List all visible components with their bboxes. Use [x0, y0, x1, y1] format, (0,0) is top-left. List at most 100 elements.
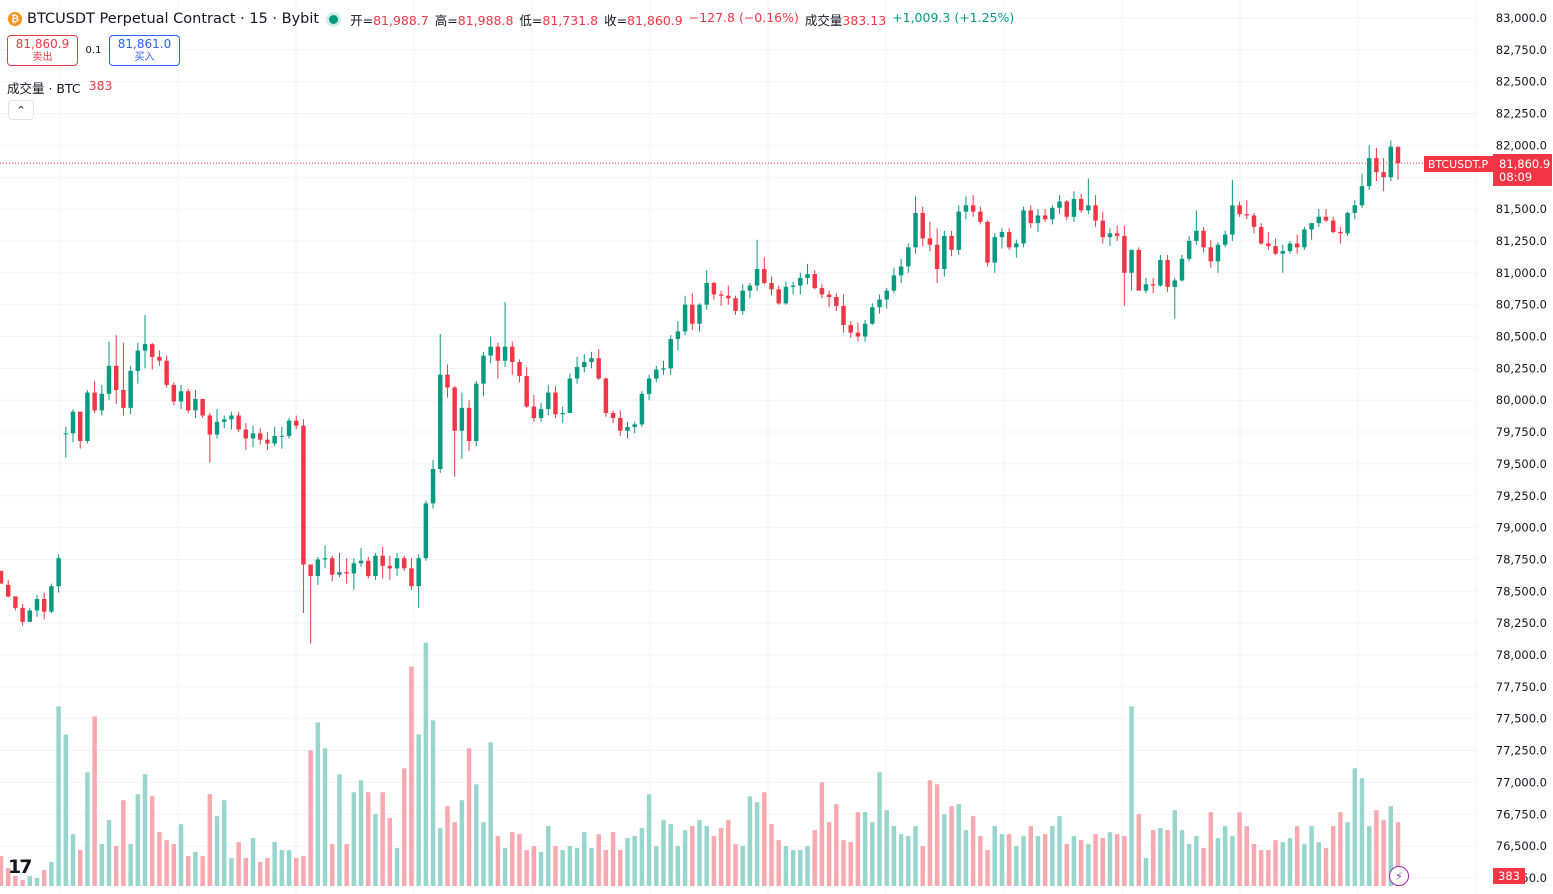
candle-body — [654, 369, 659, 379]
candle-body — [841, 305, 846, 326]
volume-bar — [1208, 812, 1214, 886]
volume-bar — [1374, 810, 1379, 886]
candle-body — [236, 415, 241, 430]
candle-body — [1078, 198, 1084, 211]
volume-bar — [870, 822, 875, 886]
candle-body — [1280, 251, 1286, 254]
candle-body — [819, 288, 825, 295]
price-axis[interactable]: 83,000.0 82,750.0 82,500.0 82,250.0 82,000.0… — [1477, 0, 1553, 894]
candle-body — [1222, 234, 1228, 245]
volume-bar — [1345, 822, 1350, 886]
candle-body — [632, 424, 637, 427]
volume-bar — [1129, 706, 1134, 886]
volume-bar — [445, 806, 450, 886]
volume-bar — [1222, 826, 1228, 886]
volume-bar — [646, 794, 652, 886]
candle-body — [942, 235, 947, 269]
volume-bar — [553, 846, 558, 886]
volume-bar — [1150, 830, 1156, 886]
volume-bar — [1352, 768, 1358, 886]
price-tick-label: 81,500.0 — [1496, 202, 1547, 216]
candle-body — [1316, 216, 1322, 224]
volume-bar — [41, 870, 47, 886]
volume-bar — [632, 836, 637, 886]
candle-body — [265, 439, 270, 444]
open-label: 开= — [350, 12, 374, 28]
spread-value: 0.1 — [85, 45, 102, 56]
buy-button[interactable]: 81,861.0 买入 — [109, 35, 180, 66]
symbol-title[interactable]: BTCUSDT Perpetual Contract · 15 · Bybit — [27, 11, 320, 27]
volume-bar — [798, 850, 803, 886]
volume-bar — [1359, 778, 1365, 886]
candle-body — [1158, 260, 1163, 286]
candle-body — [1114, 233, 1120, 236]
candle-body — [848, 325, 853, 333]
price-tick-label: 80,500.0 — [1496, 330, 1547, 344]
volume-bar — [495, 836, 501, 886]
volume-bar — [934, 784, 940, 886]
candle-body — [27, 610, 33, 622]
candle-body — [221, 419, 227, 422]
candle-body — [351, 563, 357, 574]
volume-bar — [1042, 834, 1048, 886]
tradingview-logo[interactable]: 17 — [8, 856, 32, 878]
volume-bar — [142, 774, 148, 886]
volume-bar — [956, 804, 961, 886]
candle-body — [373, 555, 378, 577]
volume-bar — [77, 850, 83, 886]
volume-bar — [942, 814, 947, 886]
price-tick-label: 79,000.0 — [1496, 521, 1547, 535]
candle-body — [567, 378, 573, 413]
volume-bar — [769, 824, 774, 886]
candle-body — [308, 564, 313, 577]
price-tick-label: 83,000.0 — [1496, 11, 1547, 25]
volume-bar — [898, 834, 904, 886]
volume-bar — [1194, 836, 1199, 886]
collapse-legend-button[interactable]: ⌃ — [8, 100, 34, 120]
candle-body — [92, 392, 97, 411]
volume-bar — [1165, 830, 1170, 886]
candle-body — [747, 285, 753, 291]
candle-body — [992, 237, 997, 263]
volume-bar — [178, 824, 184, 886]
volume-bar — [474, 784, 479, 886]
price-tick-label: 82,500.0 — [1496, 75, 1547, 89]
candle-body — [769, 282, 774, 290]
candle-body — [99, 393, 105, 411]
candle-body — [149, 344, 155, 357]
candlestick-series — [0, 140, 1401, 644]
candle-body — [322, 558, 328, 560]
sell-button[interactable]: 81,860.9 卖出 — [7, 35, 78, 66]
volume-bar — [1338, 812, 1343, 886]
volume-legend[interactable]: 成交量 · BTC 383 — [7, 78, 113, 97]
volume-bar — [409, 666, 414, 886]
candle-body — [56, 558, 61, 587]
lightning-icon[interactable]: ⚡ — [1389, 866, 1409, 886]
market-status-icon[interactable] — [329, 14, 339, 24]
candle-body — [128, 370, 133, 408]
candle-body — [1395, 146, 1401, 164]
candle-body — [524, 375, 529, 407]
candle-body — [1273, 246, 1278, 254]
volume-bar — [1237, 812, 1242, 886]
candle-body — [135, 350, 141, 371]
volume-bar — [531, 846, 537, 886]
candle-body — [1194, 230, 1199, 241]
candle-body — [596, 358, 601, 379]
volume-bar — [1186, 844, 1192, 886]
volume-bar — [373, 814, 378, 886]
volume-bar — [625, 838, 630, 886]
candle-body — [358, 560, 364, 564]
candle-body — [466, 407, 472, 441]
volume-bar — [812, 830, 817, 886]
candle-body — [1251, 215, 1257, 227]
volume-bar — [416, 734, 421, 886]
candle-body — [1388, 146, 1394, 178]
candle-body — [178, 391, 184, 402]
candle-body — [1028, 210, 1033, 224]
candle-body — [1366, 158, 1372, 187]
volume-bar — [171, 844, 177, 886]
candle-body — [920, 212, 925, 239]
candle-body — [1086, 205, 1091, 211]
